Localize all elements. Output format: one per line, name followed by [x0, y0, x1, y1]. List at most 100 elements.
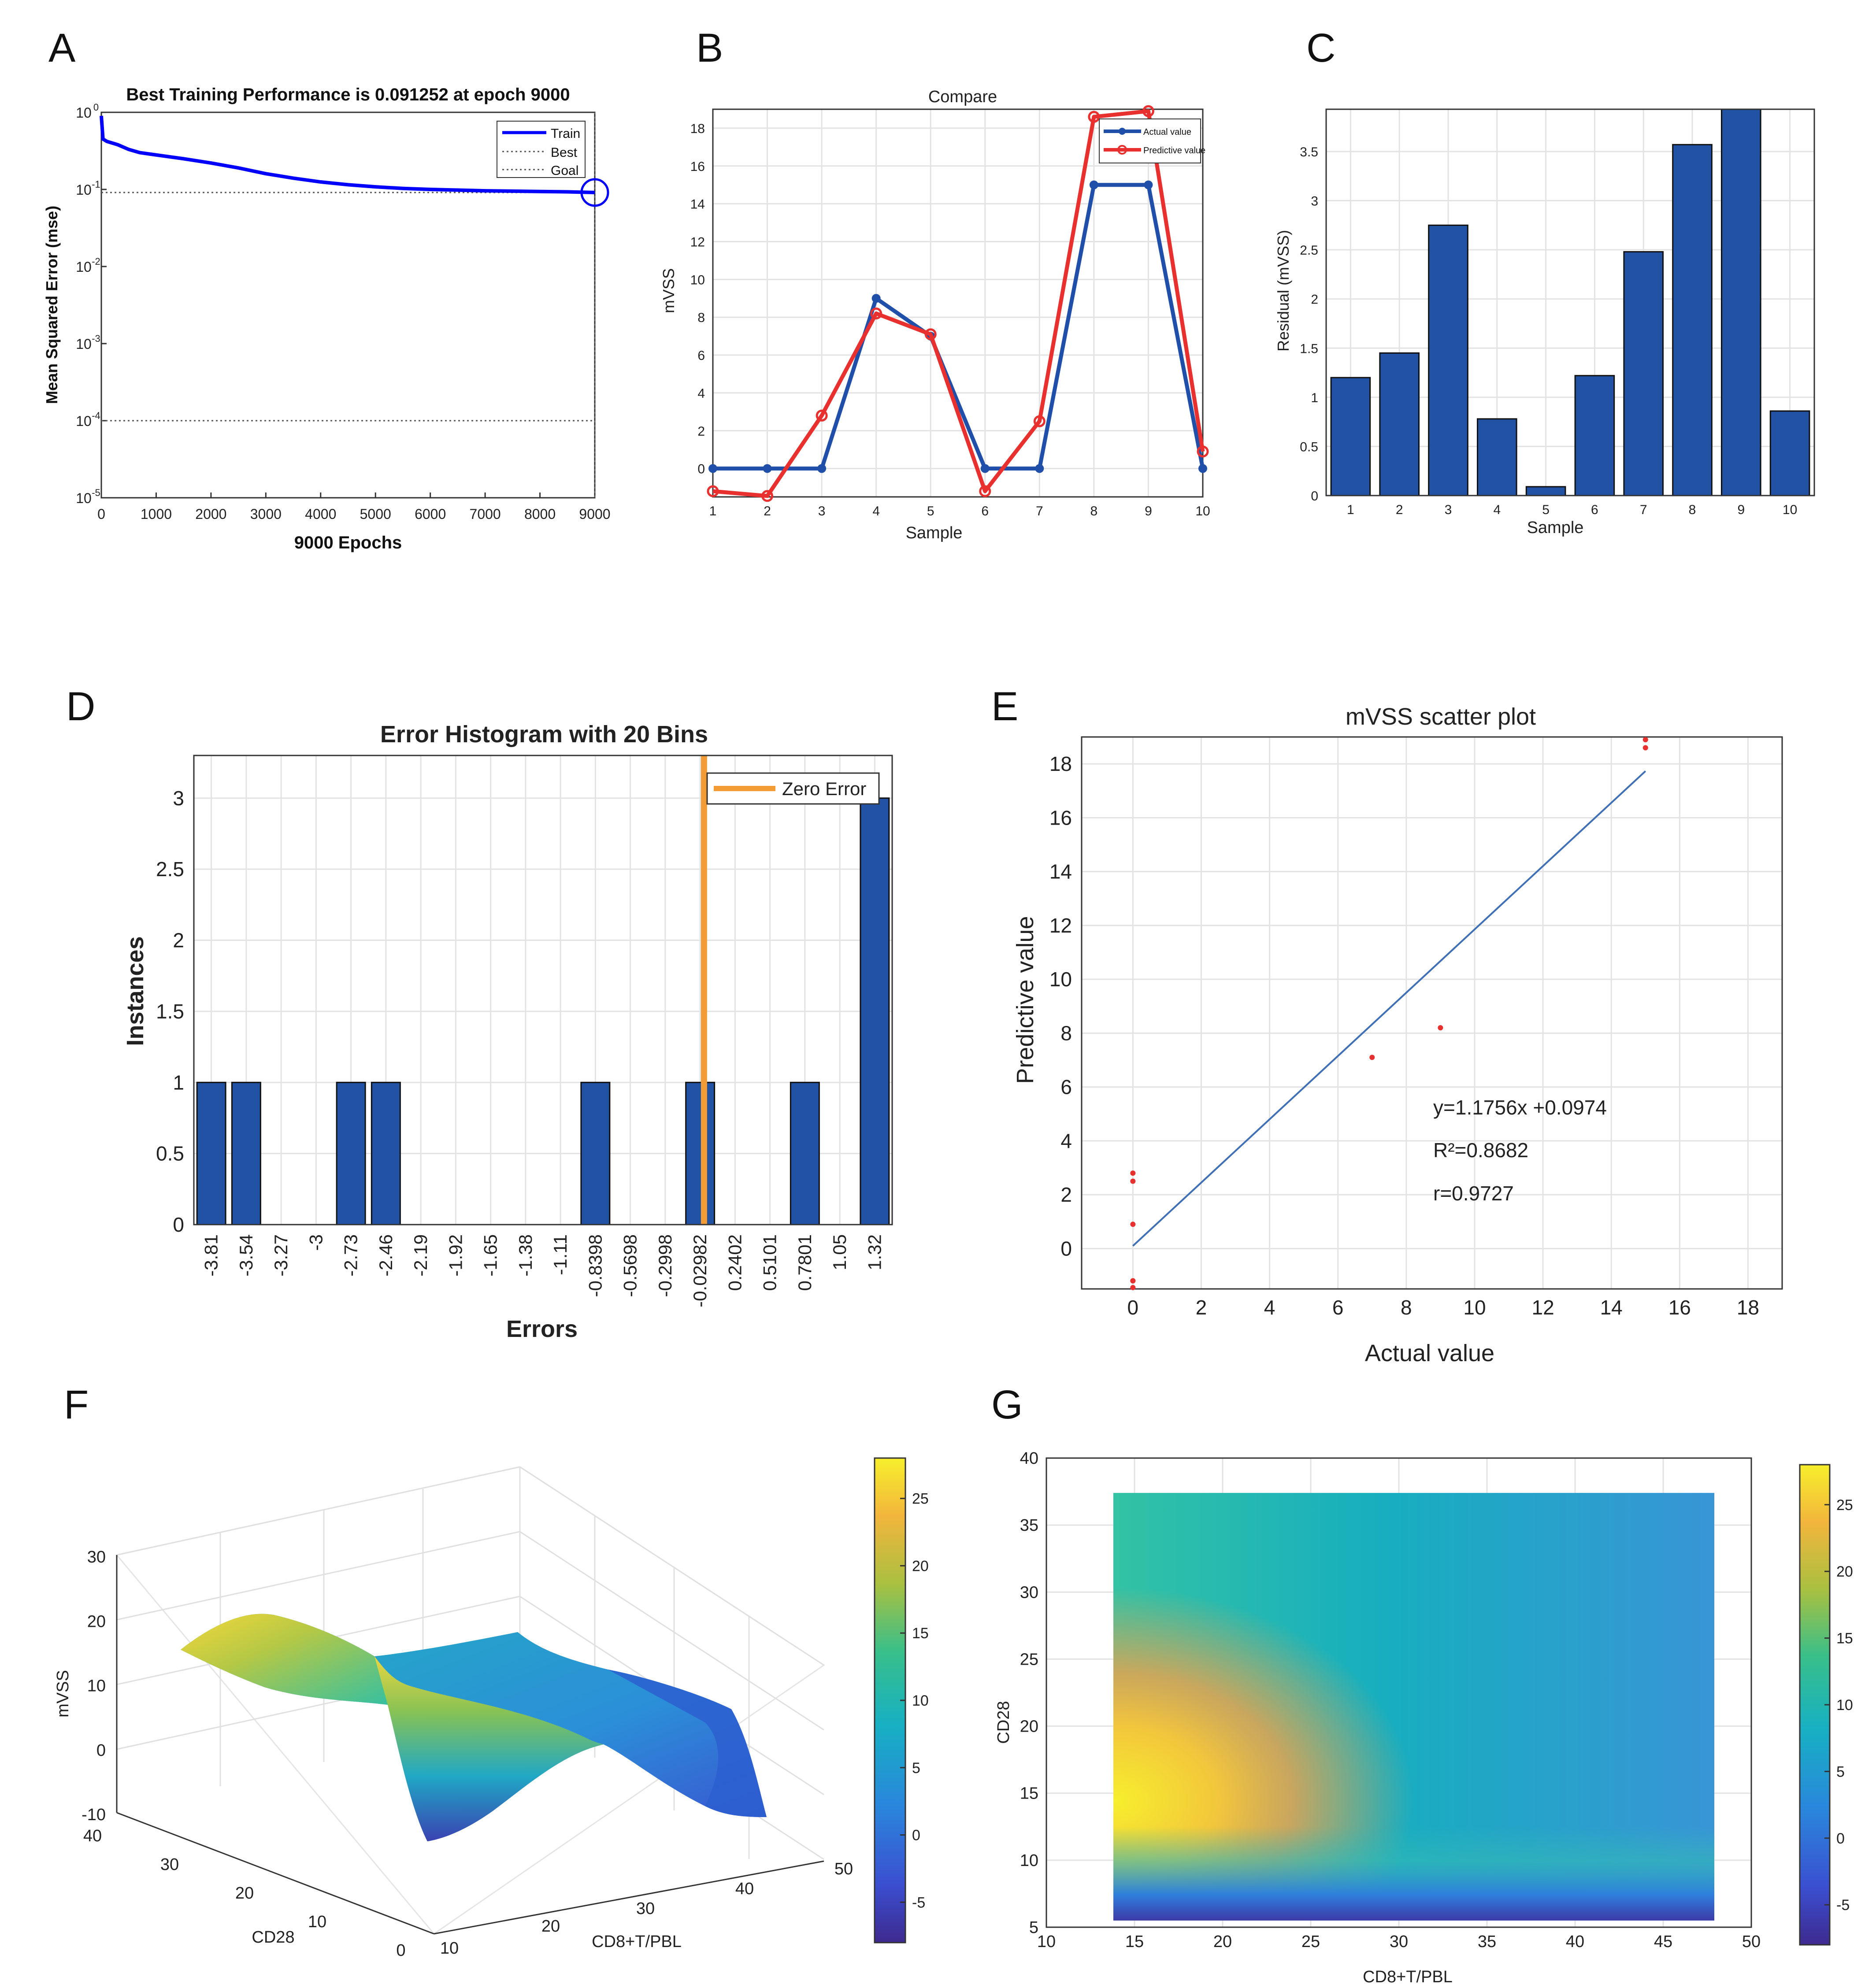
panel-c-xtick-label: 7	[1640, 503, 1647, 517]
panel-e-point	[1130, 1285, 1136, 1290]
panel-f-axes	[116, 1555, 824, 1935]
panel-a-ytick-exponent: -2	[92, 256, 100, 267]
panel-f-xtick-label: 10	[440, 1939, 459, 1958]
panel-c-xtick-label: 10	[1783, 503, 1797, 517]
panel-g-xtick-label: 35	[1478, 1932, 1496, 1951]
panel-d-xtick-label: 1.05	[829, 1234, 850, 1270]
panel-e-xlabel: Actual value	[1365, 1340, 1494, 1366]
panel-f-ztick-label: -10	[82, 1806, 106, 1824]
panel-b-actual-point	[1089, 180, 1098, 189]
panel-e-xtick-label: 12	[1531, 1296, 1554, 1319]
panel-c-ytick-label: 2	[1311, 292, 1318, 307]
panel-a-xtick-label: 6000	[415, 506, 446, 522]
panel-b-actual-point	[1144, 180, 1153, 189]
panel-g-ytick-label: 20	[1020, 1718, 1038, 1736]
panel-label-c: C	[1306, 26, 1335, 70]
panel-a-ytick-label: 10	[76, 490, 92, 506]
panel-d-bar	[371, 1081, 401, 1225]
panel-label-d: D	[66, 684, 95, 729]
panel-c-xtick-label: 2	[1396, 503, 1403, 517]
panel-e-ticks: 0 2 4 6 8 10 12 14 16 18 0 2 4 6 8 10 12 14 16 18	[1049, 752, 1759, 1319]
panel-b-legend-actual-marker	[1119, 128, 1126, 135]
panel-c-bars	[1330, 108, 1810, 496]
panel-b-ytick-label: 6	[697, 348, 705, 363]
panel-c-bar	[1525, 486, 1566, 496]
panel-f-xtick-label: 40	[735, 1880, 754, 1898]
panel-c-ytick-label: 0.5	[1300, 440, 1318, 454]
panel-a-xtick-label: 2000	[195, 506, 226, 522]
panel-e-xtick-label: 16	[1668, 1296, 1691, 1319]
panel-e-annotation-r2: R²=0.8682	[1433, 1139, 1528, 1162]
panel-d-xtick-label: -1.38	[515, 1234, 536, 1277]
panel-b-ytick-label: 10	[690, 273, 705, 287]
panel-e-point	[1438, 1025, 1443, 1031]
panel-c-ytick-label: 3.5	[1300, 145, 1318, 159]
panel-c-xtick-label: 9	[1737, 503, 1745, 517]
panel-d-xtick-label: -1.11	[550, 1234, 571, 1275]
panel-g-xtick-label: 15	[1125, 1932, 1144, 1951]
panel-g-xtick-label: 25	[1301, 1932, 1320, 1951]
panel-b-xtick-label: 7	[1036, 504, 1043, 518]
panel-a-train-line	[100, 115, 595, 194]
panel-c-ytick-label: 2.5	[1300, 243, 1318, 258]
panel-d-bar	[231, 1081, 261, 1225]
panel-f-xlabel: CD8+T/PBL	[592, 1932, 682, 1951]
panel-a-xtick-label: 8000	[524, 506, 556, 522]
panel-d-plot-frame	[193, 755, 893, 1225]
panel-f-ztick-label: 0	[96, 1741, 106, 1760]
panel-e-title: mVSS scatter plot	[1346, 703, 1536, 730]
panel-e-xtick-label: 6	[1332, 1296, 1344, 1319]
panel-b-xtick-label: 1	[709, 504, 717, 518]
panel-d-bars	[196, 797, 890, 1225]
panel-c-xtick-label: 1	[1347, 503, 1354, 517]
panel-g-ytick-label: 5	[1029, 1918, 1038, 1937]
panel-c-bar	[1769, 410, 1810, 496]
panel-d-legend-label: Zero Error	[782, 778, 866, 799]
panel-e-point	[1369, 1055, 1375, 1060]
panel-b-xtick-label: 10	[1195, 504, 1210, 518]
panel-f-ytick-label: 40	[83, 1827, 102, 1845]
panel-a-ytick-label: 10	[76, 182, 92, 198]
panel-f-colorbar-tick-label: 15	[912, 1625, 929, 1642]
panel-a-ytick-exponent: -5	[92, 487, 100, 498]
panel-d-xtick-label: -3	[305, 1234, 326, 1251]
panel-e-ytick-label: 10	[1049, 968, 1072, 991]
panel-d-bar	[336, 1081, 366, 1225]
panel-c-bar	[1672, 144, 1713, 496]
panel-e-points	[1130, 737, 1648, 1290]
panel-d-xtick-label: -1.65	[480, 1234, 501, 1277]
panel-g-ytick-label: 25	[1020, 1650, 1038, 1669]
panel-c-xtick-label: 8	[1689, 503, 1696, 517]
panel-b-ytick-label: 0	[697, 462, 705, 477]
panel-d-xtick-label: 0.7801	[794, 1234, 815, 1291]
panel-b-actual-point	[817, 464, 827, 473]
panel-a-xtick-label: 1000	[141, 506, 172, 522]
panel-a-xtick-label: 0	[97, 506, 105, 522]
panel-d-xtick-label: -0.02982	[690, 1234, 710, 1307]
panel-label-b: B	[696, 26, 723, 70]
panel-f-colorbar-tick-label: 0	[912, 1827, 920, 1844]
panel-e-point	[1642, 737, 1648, 743]
panel-a-xtick-label: 4000	[305, 506, 336, 522]
panel-b-legend-predictive: Predictive value	[1143, 146, 1205, 155]
panel-b-predictive-point	[870, 307, 882, 320]
panel-a-xlabel: 9000 Epochs	[294, 533, 402, 552]
panel-b-xtick-label: 4	[872, 504, 880, 518]
panel-g-colorbar-tick-label: 20	[1836, 1563, 1853, 1580]
panel-d-xtick-label: -1.92	[445, 1234, 466, 1277]
panel-b-legend-predictive-marker	[1117, 145, 1127, 155]
panel-b-series	[707, 105, 1209, 502]
panel-e-scatter: 0 2 4 6 8 10 12 14 16 18 0 2 4 6 8 10 12 14 16 18 mVSS scat…	[1012, 703, 1783, 1366]
panel-a-ytick-label: 10	[76, 259, 92, 275]
panel-g-xtick-label: 10	[1037, 1932, 1056, 1951]
panel-a-xtick-label: 3000	[250, 506, 282, 522]
panel-g-colorbar-tick-label: 0	[1836, 1830, 1845, 1847]
panel-d-ytick-label: 3	[173, 787, 184, 810]
panel-c-bar	[1623, 251, 1664, 496]
panel-c-plot-frame	[1325, 108, 1815, 496]
